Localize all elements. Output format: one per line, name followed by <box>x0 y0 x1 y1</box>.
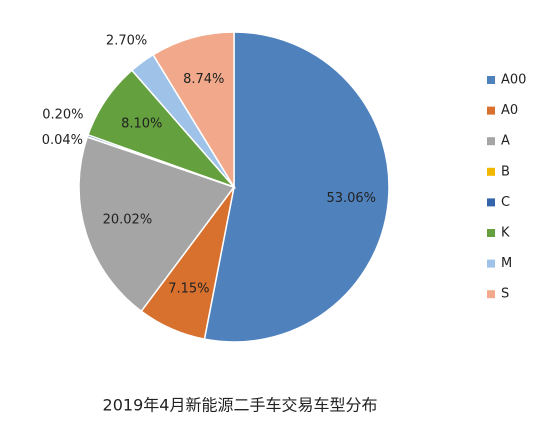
legend-swatch <box>487 167 495 176</box>
data-label: 53.06% <box>326 191 376 206</box>
data-label: 0.04% <box>42 133 83 148</box>
legend-label: A <box>501 134 510 149</box>
legend-label: S <box>501 287 509 302</box>
data-label: 20.02% <box>103 213 153 228</box>
data-label: 7.15% <box>168 282 209 297</box>
legend-label: A00 <box>501 73 526 88</box>
legend-swatch <box>487 198 495 207</box>
legend-label: A0 <box>501 103 518 118</box>
legend-swatch <box>487 229 495 237</box>
pie-slice <box>78 136 236 313</box>
legend-swatch <box>487 76 495 84</box>
legend-label: M <box>501 256 512 271</box>
data-label: 8.74% <box>183 72 224 87</box>
pie-slice <box>203 31 390 343</box>
legend-swatch <box>487 106 495 115</box>
pie-slice <box>152 31 235 190</box>
data-label: 8.10% <box>121 117 162 132</box>
data-label: 0.20% <box>42 108 83 123</box>
legend-swatch <box>487 259 495 268</box>
legend-label: C <box>501 195 510 210</box>
legend-swatch <box>487 290 495 299</box>
legend-label: B <box>501 164 510 179</box>
data-label: 2.70% <box>106 33 147 48</box>
chart-title: 2019年4月新能源二手车交易车型分布 <box>103 396 378 415</box>
legend-label: K <box>501 226 510 241</box>
legend-swatch <box>487 137 495 146</box>
